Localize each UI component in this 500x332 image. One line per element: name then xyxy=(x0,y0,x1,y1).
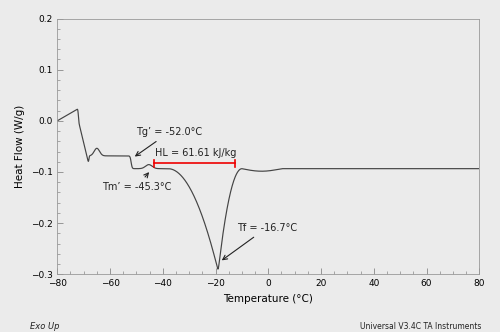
Text: Tf = -16.7°C: Tf = -16.7°C xyxy=(222,223,296,260)
Text: Tm’ = -45.3°C: Tm’ = -45.3°C xyxy=(102,173,172,192)
Text: Tg’ = -52.0°C: Tg’ = -52.0°C xyxy=(136,127,202,156)
X-axis label: Temperature (°C): Temperature (°C) xyxy=(224,294,313,304)
Text: HL = 61.61 kJ/kg: HL = 61.61 kJ/kg xyxy=(155,148,236,158)
Text: Universal V3.4C TA Instruments: Universal V3.4C TA Instruments xyxy=(360,322,482,331)
Y-axis label: Heat Flow (W/g): Heat Flow (W/g) xyxy=(15,105,25,188)
Text: Exo Up: Exo Up xyxy=(30,322,60,331)
